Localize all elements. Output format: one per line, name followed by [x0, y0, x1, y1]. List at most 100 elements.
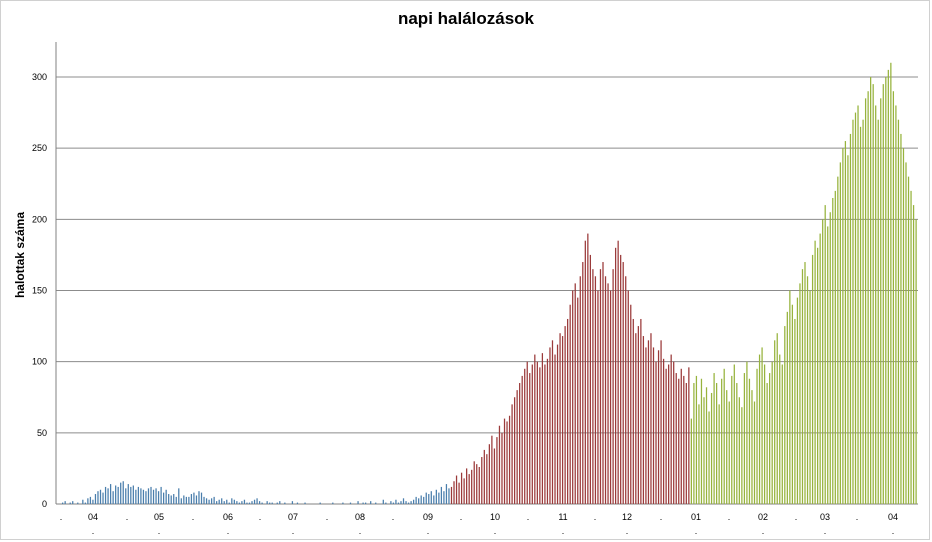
y-tick-label: 300 — [32, 72, 47, 82]
bar-s0-119 — [362, 502, 364, 504]
bar-s1-90 — [678, 378, 680, 504]
bar-s0-60 — [213, 496, 215, 504]
bar-s2-51 — [819, 233, 821, 504]
bar-s1-51 — [579, 276, 581, 504]
bar-s0-140 — [415, 496, 417, 504]
x-tick-dot: . — [392, 512, 395, 522]
x-tick-label: 01 — [691, 512, 701, 522]
bar-s1-55 — [589, 254, 591, 504]
bar-s2-49 — [814, 240, 816, 504]
bar-s2-41 — [794, 318, 796, 504]
x-tick-label: 04 — [88, 512, 98, 522]
bar-s2-8 — [710, 392, 713, 504]
bar-s1-14 — [486, 454, 488, 504]
bar-s0-12 — [92, 499, 94, 504]
bar-s0-127 — [382, 499, 384, 504]
bar-s2-14 — [726, 390, 728, 504]
x-tick-dot: . — [856, 512, 859, 522]
bar-s2-6 — [705, 387, 708, 504]
bar-s1-34 — [536, 361, 538, 504]
bar-s0-29 — [135, 489, 137, 504]
bar-s0-120 — [365, 502, 367, 504]
bar-s2-20 — [741, 407, 743, 504]
bar-s1-42 — [556, 344, 559, 504]
bar-s0-82 — [269, 502, 271, 504]
bar-s2-50 — [817, 247, 819, 505]
bar-s0-47 — [180, 498, 182, 504]
bar-s0-1 — [64, 501, 66, 504]
bar-s0-35 — [150, 486, 152, 504]
bar-s0-148 — [435, 489, 437, 504]
bar-s0-21 — [115, 485, 117, 504]
bar-s2-59 — [839, 162, 841, 504]
bar-s0-69 — [236, 501, 238, 504]
x-tick-dot: . — [660, 512, 663, 522]
bar-s0-8 — [82, 499, 84, 504]
bar-s0-14 — [97, 491, 99, 504]
bar-s1-68 — [622, 262, 624, 504]
bar-s0-48 — [183, 495, 185, 504]
bar-s1-66 — [617, 240, 619, 504]
bar-s0-22 — [117, 486, 119, 504]
bar-s1-31 — [529, 373, 531, 504]
x-tick-dot: . — [92, 526, 95, 536]
bar-s2-81 — [895, 105, 897, 504]
bar-s1-76 — [642, 336, 645, 504]
x-tick-dot: . — [527, 512, 530, 522]
bar-s1-30 — [526, 361, 528, 504]
bar-s2-1 — [693, 383, 695, 504]
x-tick-label: 12 — [622, 512, 632, 522]
bar-s2-12 — [721, 378, 723, 504]
bar-s0-133 — [397, 502, 400, 504]
bar-s2-87 — [910, 190, 912, 504]
bar-s2-19 — [738, 397, 740, 504]
bar-s1-29 — [524, 368, 526, 504]
bar-s2-65 — [854, 112, 857, 504]
bar-s0-130 — [390, 501, 392, 504]
bar-s2-39 — [789, 290, 791, 504]
bar-s2-22 — [746, 361, 748, 504]
bar-s2-88 — [912, 205, 915, 504]
x-tick-dot: . — [562, 526, 565, 536]
bar-s1-1 — [453, 481, 455, 504]
bar-s2-25 — [753, 401, 756, 504]
x-tick-label: 08 — [355, 512, 365, 522]
bar-s0-79 — [261, 502, 263, 504]
bar-s2-56 — [832, 197, 834, 505]
y-tick-label: 50 — [37, 428, 47, 438]
bar-s1-63 — [609, 290, 612, 504]
bar-s1-77 — [645, 347, 647, 504]
bar-s2-33 — [774, 340, 776, 504]
bar-s1-23 — [508, 415, 511, 504]
bar-s1-4 — [460, 472, 463, 504]
bar-s2-28 — [761, 347, 763, 504]
y-tick-label: 200 — [32, 214, 47, 224]
bar-s0-57 — [205, 498, 208, 504]
bar-s2-68 — [862, 119, 864, 504]
x-tick-dot: . — [795, 512, 798, 522]
grid-lines — [56, 76, 918, 434]
bar-s0-153 — [448, 488, 450, 504]
bar-s1-12 — [481, 457, 483, 504]
bar-s1-13 — [483, 449, 485, 504]
bar-s0-142 — [420, 495, 422, 504]
bar-s0-81 — [266, 501, 268, 504]
bar-s2-42 — [796, 297, 799, 504]
bar-s2-40 — [791, 304, 794, 504]
bar-s0-114 — [349, 502, 352, 504]
bar-s0-11 — [89, 496, 92, 504]
x-tick-dot: . — [192, 512, 195, 522]
x-tick-dot: . — [227, 526, 230, 536]
bar-s0-3 — [69, 502, 71, 504]
bar-s1-17 — [493, 448, 496, 504]
bar-s0-6 — [77, 502, 79, 504]
bar-s1-24 — [511, 404, 513, 504]
bar-s2-89 — [915, 219, 917, 504]
bar-s2-47 — [809, 290, 811, 504]
bar-s2-80 — [892, 91, 895, 504]
bar-s2-71 — [870, 77, 872, 504]
bar-s1-21 — [503, 418, 506, 504]
bar-s2-63 — [849, 133, 852, 504]
bar-s2-83 — [900, 133, 902, 504]
bar-s1-2 — [455, 475, 458, 504]
